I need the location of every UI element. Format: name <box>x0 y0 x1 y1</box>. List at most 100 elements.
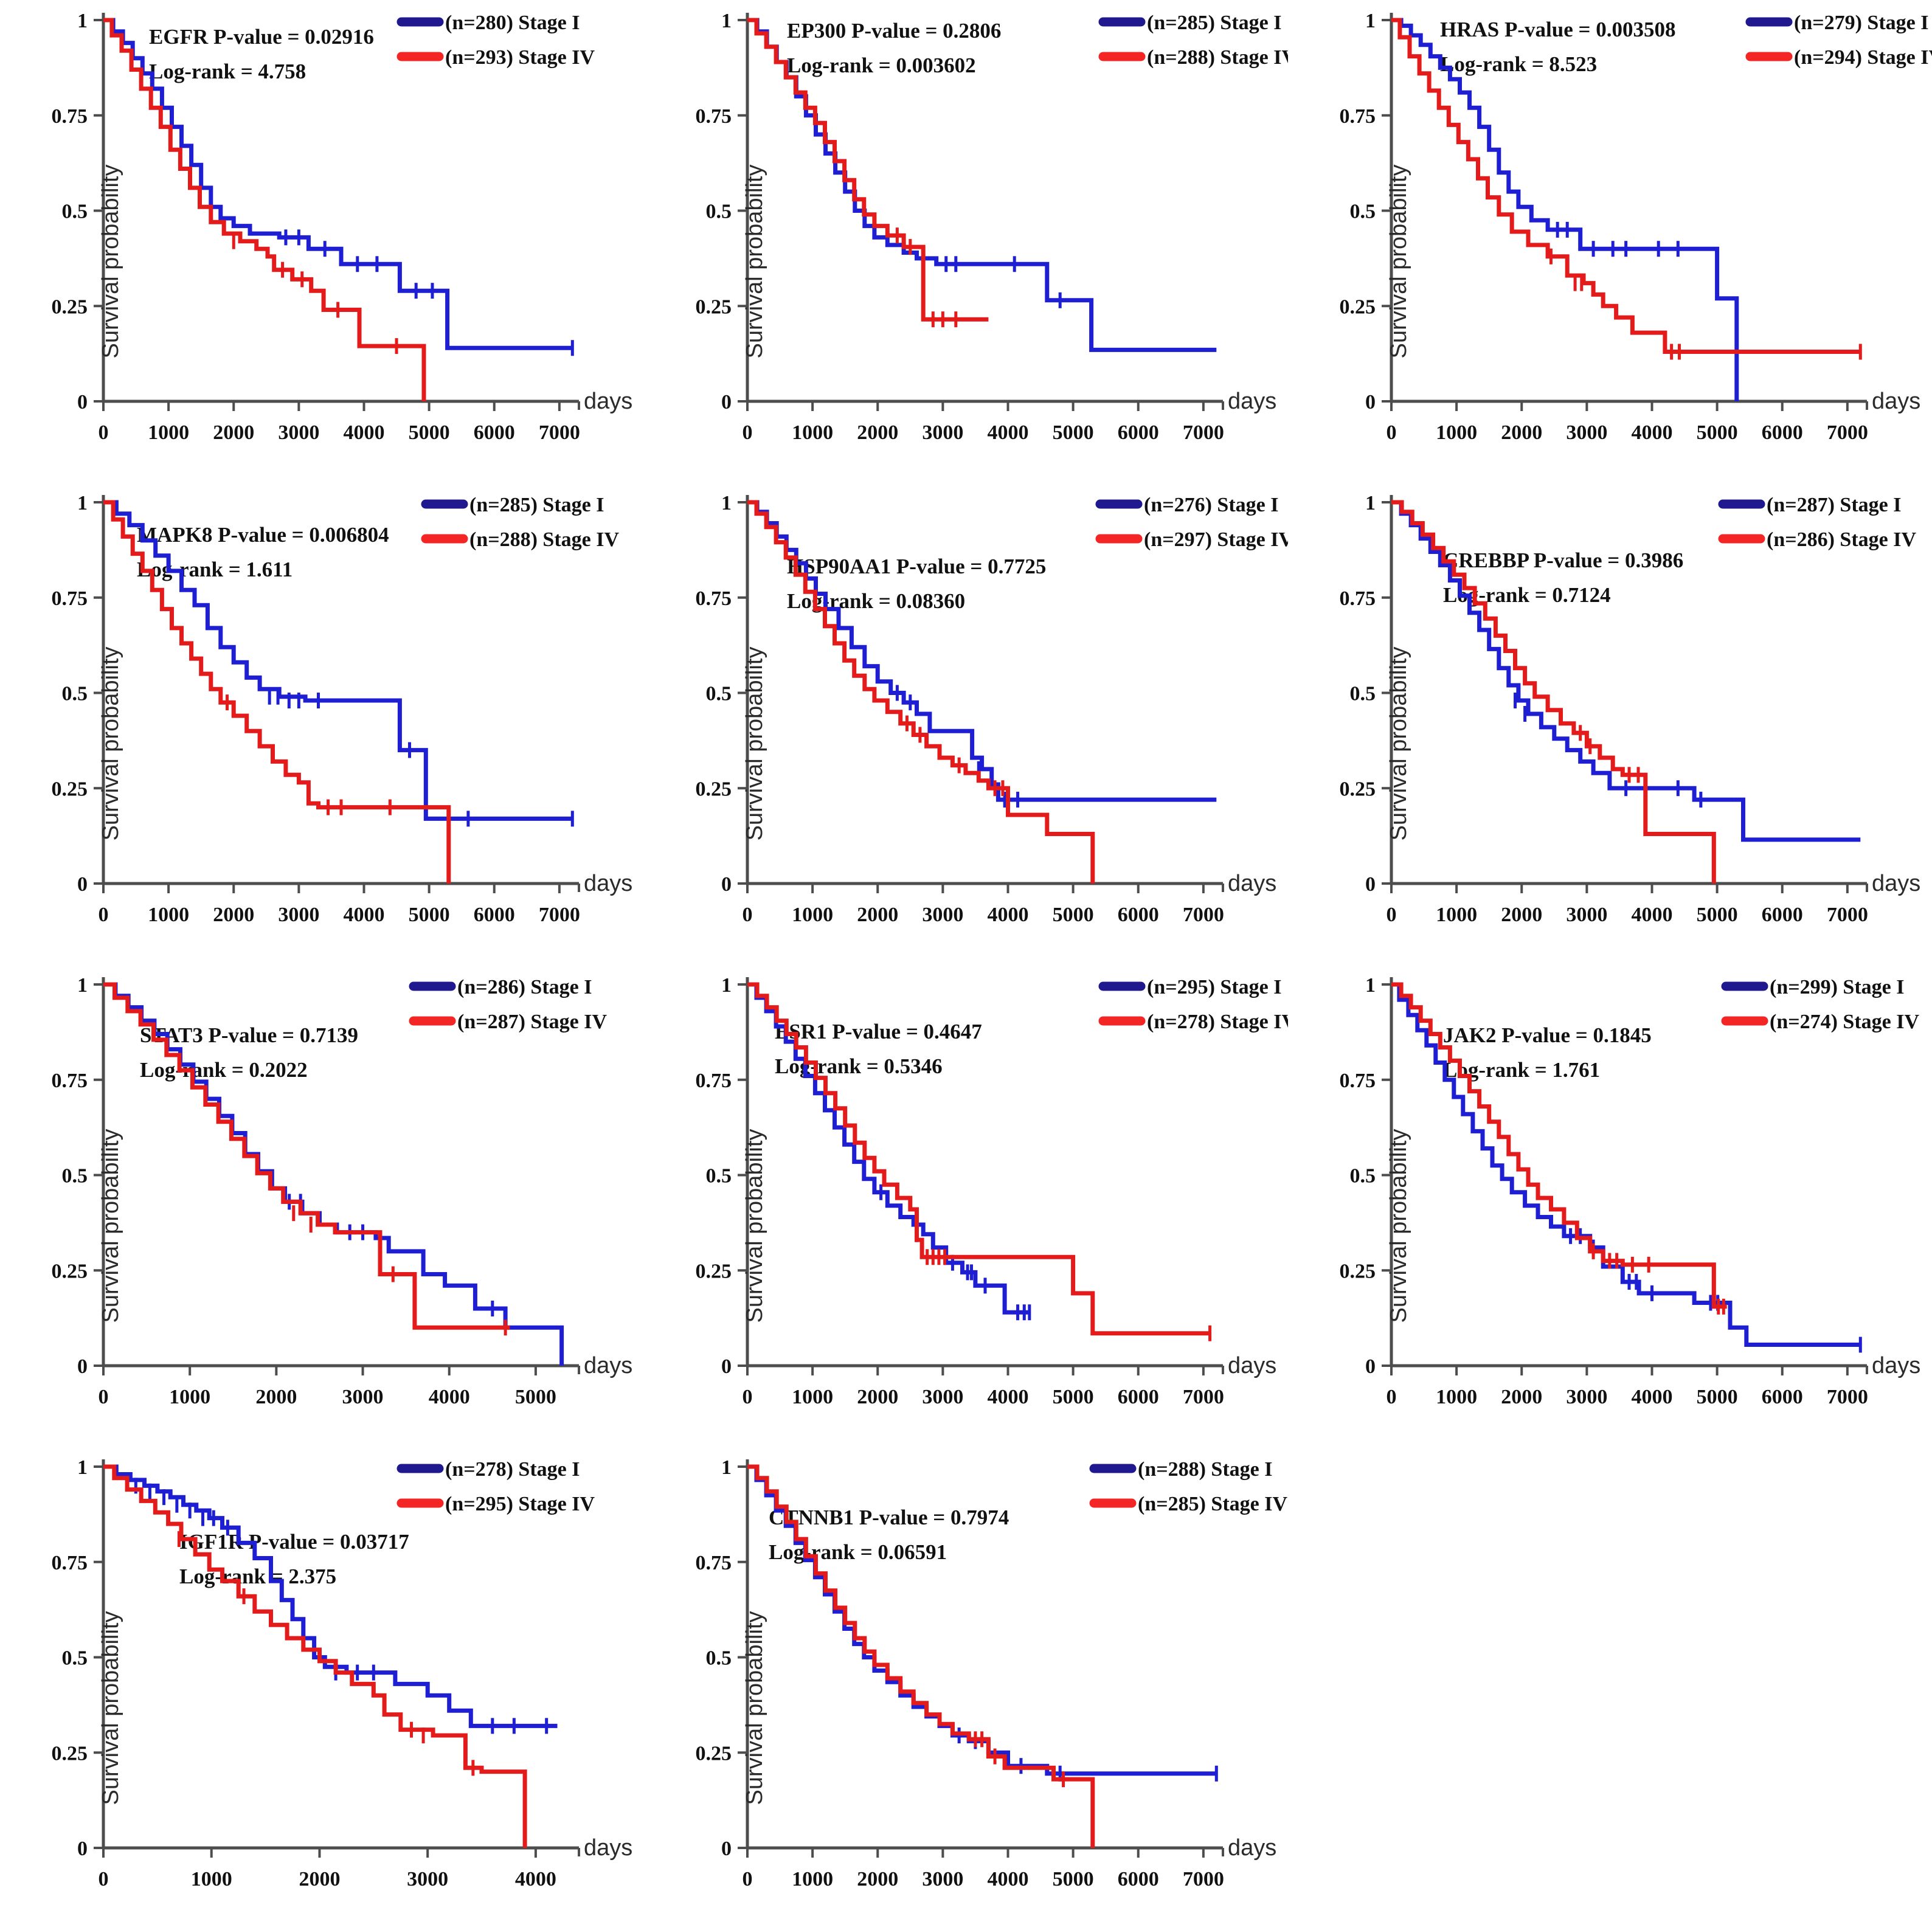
stage4-curve <box>747 982 1210 1336</box>
y-tick-label: 0 <box>77 1355 88 1378</box>
x-tick-label: 3000 <box>278 421 319 444</box>
y-tick-label: 0 <box>721 873 732 896</box>
x-tick-label: 4000 <box>515 1868 556 1890</box>
stage4-curve <box>103 500 451 884</box>
legend-label-stage1: (n=299) Stage I <box>1770 976 1904 998</box>
legend-label-stage1: (n=285) Stage I <box>469 494 604 516</box>
y-tick-label: 0.5 <box>706 1647 732 1670</box>
x-tick-label: 3000 <box>278 904 319 926</box>
y-tick-label: 0.25 <box>696 1742 732 1765</box>
x-tick-label: 0 <box>743 904 753 926</box>
x-axis-label: days <box>584 389 632 414</box>
panel-title-line2: Log-rank = 1.761 <box>1443 1058 1600 1082</box>
km-panel-EP300: 0 0.25 0.5 0.75 1 0 1000 2000 3000 4000 5000 6000 70… <box>696 10 1289 444</box>
y-tick-label: 0.75 <box>696 105 732 128</box>
x-tick-label: 0 <box>99 421 109 444</box>
km-cell-EGFR: 0 0.25 0.5 0.75 1 0 1000 2000 3000 4000 5000 6000 70… <box>0 0 644 482</box>
y-axis-label: Survival probability <box>98 165 123 359</box>
x-tick-label: 7000 <box>539 421 580 444</box>
y-tick-label: 0.75 <box>696 1552 732 1574</box>
x-axis-label: days <box>1872 871 1920 896</box>
x-tick-label: 7000 <box>1183 1386 1224 1408</box>
km-cell-JAK2: 0 0.25 0.5 0.75 1 0 1000 2000 3000 4000 5000 6000 70… <box>1288 964 1932 1447</box>
y-tick-label: 0 <box>721 1355 732 1378</box>
x-tick-label: 1000 <box>792 904 833 926</box>
x-tick-label: 5000 <box>1053 421 1094 444</box>
panel-title-line1: STAT3 P-value = 0.7139 <box>140 1023 358 1047</box>
panel-title-line1: HSP90AA1 P-value = 0.7725 <box>787 555 1046 578</box>
y-axis-label: Survival probability <box>742 647 767 841</box>
x-axis-label: days <box>1872 1353 1920 1378</box>
y-tick-label: 0 <box>721 1838 732 1860</box>
y-tick-label: 0.25 <box>1340 296 1376 318</box>
x-tick-label: 7000 <box>1827 904 1868 926</box>
x-tick-label: 0 <box>99 904 109 926</box>
y-tick-label: 0.75 <box>1340 587 1376 610</box>
x-tick-label: 0 <box>743 1868 753 1890</box>
y-tick-label: 1 <box>721 1456 732 1479</box>
panel-title-line2: Log-rank = 8.523 <box>1440 52 1597 76</box>
x-tick-label: 7000 <box>539 904 580 926</box>
y-tick-label: 1 <box>77 492 88 514</box>
y-tick-label: 0.5 <box>706 201 732 223</box>
y-tick-label: 1 <box>77 10 88 32</box>
legend-label-stage1: (n=278) Stage I <box>445 1458 580 1481</box>
km-panel-EGFR: 0 0.25 0.5 0.75 1 0 1000 2000 3000 4000 5000 6000 70… <box>52 10 633 444</box>
y-tick-label: 0.75 <box>52 1552 88 1574</box>
stage4-curve <box>1391 18 1861 354</box>
x-tick-label: 1000 <box>792 1386 833 1408</box>
x-tick-label: 2000 <box>1501 904 1542 926</box>
x-tick-label: 5000 <box>1697 904 1738 926</box>
y-tick-label: 0 <box>1365 1355 1376 1378</box>
x-tick-label: 4000 <box>343 421 384 444</box>
x-tick-label: 2000 <box>857 1868 898 1890</box>
x-tick-label: 6000 <box>474 904 515 926</box>
x-tick-label: 1000 <box>191 1868 232 1890</box>
y-tick-label: 0.5 <box>1350 683 1376 705</box>
y-tick-label: 0.75 <box>52 105 88 128</box>
x-tick-label: 2000 <box>857 421 898 444</box>
km-cell-MAPK8: 0 0.25 0.5 0.75 1 0 1000 2000 3000 4000 5000 6000 70… <box>0 482 644 964</box>
x-tick-label: 5000 <box>1697 1386 1738 1408</box>
legend-label-stage4: (n=285) Stage IV <box>1138 1493 1287 1515</box>
km-panel-MAPK8: 0 0.25 0.5 0.75 1 0 1000 2000 3000 4000 5000 6000 70… <box>52 492 633 926</box>
x-axis-label: days <box>1228 871 1276 896</box>
y-tick-label: 0.75 <box>696 1070 732 1092</box>
x-tick-label: 1000 <box>1436 1386 1477 1408</box>
x-tick-label: 4000 <box>987 1868 1028 1890</box>
panel-title-line2: Log-rank = 0.2022 <box>140 1058 308 1082</box>
x-tick-label: 4000 <box>987 1386 1028 1408</box>
y-axis-label: Survival probability <box>1386 647 1411 841</box>
y-tick-label: 0 <box>1365 391 1376 413</box>
y-axis-label: Survival probability <box>742 1129 767 1323</box>
panel-title-line1: JAK2 P-value = 0.1845 <box>1443 1023 1652 1047</box>
x-tick-label: 5000 <box>409 904 450 926</box>
km-panel-HSP90AA1: 0 0.25 0.5 0.75 1 0 1000 2000 3000 4000 5000 6000 70… <box>696 492 1289 926</box>
y-tick-label: 0.5 <box>62 1647 88 1670</box>
km-cell-STAT3: 0 0.25 0.5 0.75 1 0 1000 2000 3000 4000 5000 days Su… <box>0 964 644 1447</box>
x-tick-label: 2000 <box>1501 1386 1542 1408</box>
x-tick-label: 3000 <box>922 904 963 926</box>
legend-label-stage4: (n=295) Stage IV <box>445 1493 595 1515</box>
y-tick-label: 0.25 <box>1340 778 1376 800</box>
panel-title-line1: ESR1 P-value = 0.4647 <box>775 1020 982 1043</box>
km-panel-IGF1R: 0 0.25 0.5 0.75 1 0 1000 2000 3000 4000 days Surviv… <box>52 1456 633 1890</box>
x-tick-label: 2000 <box>299 1868 340 1890</box>
x-tick-label: 6000 <box>1762 421 1803 444</box>
x-axis-label: days <box>1872 389 1920 414</box>
y-tick-label: 1 <box>1365 10 1376 32</box>
x-tick-label: 2000 <box>1501 421 1542 444</box>
y-tick-label: 0.25 <box>696 296 732 318</box>
x-tick-label: 7000 <box>1183 421 1224 444</box>
km-panel-JAK2: 0 0.25 0.5 0.75 1 0 1000 2000 3000 4000 5000 6000 70… <box>1340 974 1921 1408</box>
x-tick-label: 0 <box>1387 904 1397 926</box>
x-tick-label: 5000 <box>1053 1386 1094 1408</box>
legend-label-stage1: (n=295) Stage I <box>1147 976 1281 998</box>
x-tick-label: 4000 <box>987 421 1028 444</box>
y-tick-label: 0.5 <box>1350 201 1376 223</box>
legend-label-stage4: (n=286) Stage IV <box>1767 528 1916 551</box>
x-tick-label: 3000 <box>922 421 963 444</box>
km-cell-HSP90AA1: 0 0.25 0.5 0.75 1 0 1000 2000 3000 4000 5000 6000 70… <box>644 482 1289 964</box>
x-tick-label: 3000 <box>342 1386 384 1408</box>
stage4-curve <box>747 500 1095 884</box>
